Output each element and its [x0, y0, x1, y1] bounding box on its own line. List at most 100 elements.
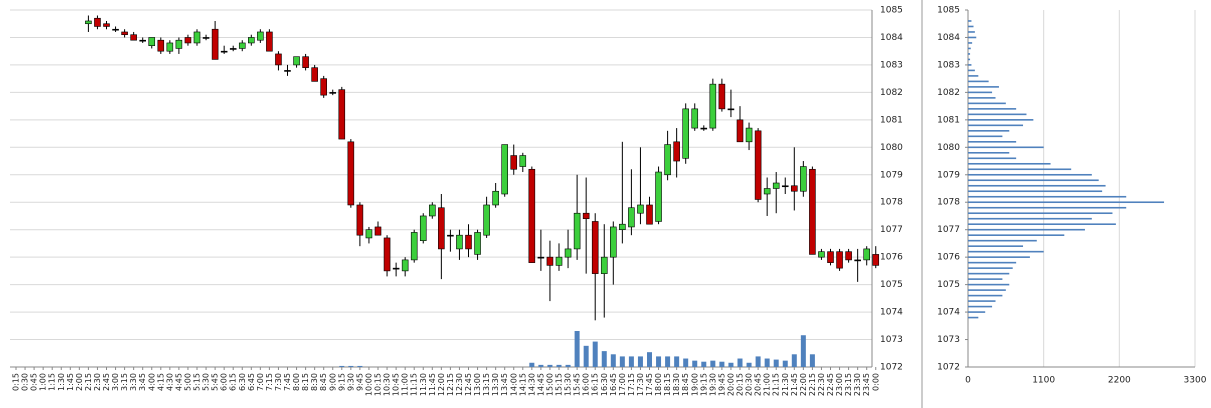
candle-body: [447, 234, 454, 237]
candle-body: [365, 229, 373, 239]
x-tick-label: 15:30: [564, 373, 573, 396]
profile-bar: [968, 278, 1003, 280]
x-tick-label: 21:30: [781, 373, 790, 396]
x-tick-label: 5:45: [211, 373, 220, 391]
x-tick-label: 12:30: [455, 373, 464, 396]
y-tick-label: 1073: [937, 335, 960, 345]
x-tick-label: 19:00: [690, 373, 699, 396]
x-tick-label: 3:00: [111, 373, 120, 391]
profile-bar: [968, 311, 986, 313]
x-tick-label: 12:00: [437, 373, 446, 396]
candle-body: [130, 34, 137, 41]
x-tick-label: 10:15: [374, 373, 383, 396]
x-tick-label: 0: [965, 376, 971, 386]
x-tick-label: 13:45: [500, 373, 509, 396]
profile-bar: [968, 86, 999, 88]
x-tick-label: 2:15: [84, 373, 93, 391]
x-tick-label: 16:00: [582, 373, 591, 396]
x-tick-label: 23:00: [835, 373, 844, 396]
x-tick-label: 11:00: [401, 373, 410, 396]
candle-body: [419, 215, 427, 241]
y-tick-label: 1080: [937, 143, 960, 153]
profile-bar: [968, 162, 1051, 165]
x-tick-label: 6:45: [247, 373, 256, 391]
candle-body: [329, 92, 337, 94]
x-tick-label: 7:45: [283, 373, 292, 391]
profile-bar: [968, 256, 1030, 258]
candle-body: [854, 259, 861, 262]
candle-body: [519, 155, 527, 167]
profile-bar: [968, 31, 975, 33]
candle-body: [157, 39, 165, 52]
volume-bar: [746, 362, 752, 367]
profile-bar: [968, 223, 1116, 225]
volume-bar: [728, 362, 734, 367]
x-tick-label: 14:00: [509, 373, 518, 396]
x-tick-label: 18:15: [663, 373, 672, 396]
candle-body: [619, 223, 626, 230]
profile-bar: [968, 25, 974, 28]
x-tick-label: 21:15: [772, 373, 781, 396]
x-tick-label: 0:15: [12, 373, 21, 391]
x-tick-label: 7:00: [256, 373, 265, 391]
y-tick-label: 1074: [937, 308, 960, 318]
profile-bar: [968, 91, 993, 94]
x-tick-label: 13:15: [482, 373, 491, 396]
x-tick-label: 6:00: [220, 373, 229, 391]
candle-body: [383, 237, 391, 272]
candle-body: [85, 20, 92, 25]
x-tick-label: 15:00: [545, 373, 554, 396]
candle-body: [772, 182, 780, 189]
candle-body: [293, 56, 300, 66]
profile-bar: [968, 206, 1127, 209]
y-tick-label: 1082: [880, 88, 903, 98]
candle-body: [628, 207, 635, 228]
x-tick-label: 23:15: [844, 373, 853, 396]
profile-bar: [968, 119, 1034, 121]
y-tick-label: 1073: [880, 335, 903, 345]
x-tick-label: 18:30: [672, 373, 681, 396]
y-tick-label: 1078: [937, 198, 960, 208]
candle-body: [148, 37, 156, 47]
candle-body: [564, 248, 572, 258]
candle-body: [193, 31, 201, 44]
candle-body: [211, 28, 219, 60]
profile-bar: [968, 102, 1006, 105]
y-tick-label: 1079: [937, 170, 960, 180]
volume-bar: [764, 358, 770, 367]
x-tick-label: 2200: [1108, 376, 1131, 386]
x-tick-label: 1:30: [57, 373, 66, 391]
y-tick-label: 1081: [937, 115, 960, 125]
y-tick-label: 1082: [937, 88, 960, 98]
profile-bar: [968, 300, 996, 302]
volume-bar: [547, 364, 553, 367]
profile-bar: [968, 261, 1017, 264]
x-tick-label: 23:45: [862, 373, 871, 396]
x-tick-label: 19:45: [717, 373, 726, 396]
x-tick-label: 11:45: [428, 373, 437, 396]
x-tick-label: 9:00: [328, 373, 337, 391]
volume-bar: [773, 359, 779, 367]
volume-bar: [719, 361, 725, 367]
candle-body: [275, 53, 282, 66]
profile-bar: [968, 239, 1037, 242]
profile-bar: [968, 108, 1017, 110]
x-tick-label: 4:00: [147, 373, 156, 391]
profile-bar: [968, 20, 972, 22]
candle-body: [492, 190, 499, 206]
candle-body: [112, 28, 119, 31]
candle-body: [465, 234, 472, 250]
profile-bar: [968, 64, 972, 66]
x-tick-label: 3:45: [138, 373, 147, 391]
x-tick-label: 20:30: [745, 373, 754, 396]
x-tick-label: 11:30: [419, 373, 428, 396]
candle-body: [510, 155, 518, 170]
candle-body: [582, 212, 590, 220]
profile-bar: [968, 267, 1013, 269]
x-tick-label: 15:45: [573, 373, 582, 396]
candle-body: [302, 56, 309, 68]
volume-bar: [574, 331, 580, 367]
x-tick-label: 19:15: [699, 373, 708, 396]
y-tick-label: 1077: [937, 225, 960, 235]
x-tick-label: 1100: [1032, 376, 1055, 386]
